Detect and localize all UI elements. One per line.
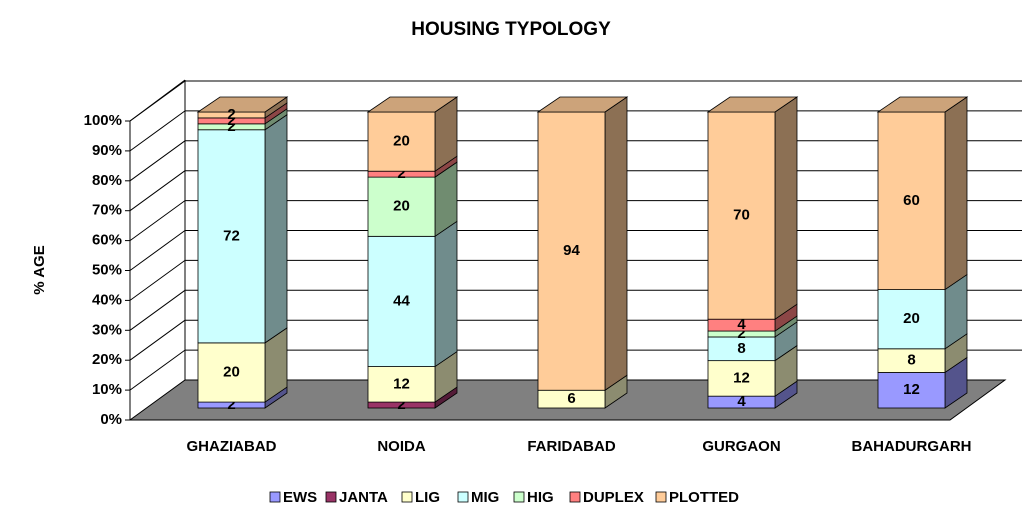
x-tick-label: BAHADURGARH bbox=[852, 438, 972, 455]
bar-top bbox=[366, 96, 459, 113]
legend-label: DUPLEX bbox=[583, 489, 644, 506]
data-label: 8 bbox=[907, 352, 915, 369]
x-tick-label: FARIDABAD bbox=[527, 438, 615, 455]
bar-side bbox=[264, 114, 288, 344]
data-label: 2 bbox=[397, 165, 405, 182]
bar-side bbox=[774, 96, 798, 320]
bar-top bbox=[876, 96, 969, 113]
legend-label: LIG bbox=[415, 489, 440, 506]
data-label: 12 bbox=[733, 369, 750, 386]
y-tick-label: 80% bbox=[92, 172, 122, 189]
legend-swatch bbox=[457, 491, 469, 503]
grid-line bbox=[129, 230, 186, 271]
data-label: 2 bbox=[227, 106, 235, 123]
data-label: 94 bbox=[563, 242, 580, 259]
y-tick-label: 100% bbox=[84, 112, 122, 129]
bar bbox=[707, 360, 776, 397]
chart-title: HOUSING TYPOLOGY bbox=[411, 19, 611, 40]
grid-line bbox=[129, 140, 186, 182]
legend-label: EWS bbox=[283, 489, 317, 506]
data-label: 70 bbox=[733, 207, 750, 224]
data-label: 2 bbox=[737, 325, 745, 342]
bar bbox=[367, 111, 436, 172]
legend-label: HIG bbox=[527, 489, 554, 506]
legend-swatch bbox=[655, 491, 667, 503]
bar bbox=[367, 366, 436, 403]
data-label: 2 bbox=[227, 396, 235, 413]
legend-swatch bbox=[325, 491, 337, 503]
data-label: 12 bbox=[903, 381, 920, 398]
bar-top bbox=[536, 96, 629, 113]
legend-swatch bbox=[569, 491, 581, 503]
grid-line bbox=[129, 319, 186, 361]
y-tick-label: 30% bbox=[92, 321, 122, 338]
bar bbox=[537, 111, 606, 391]
data-label: 60 bbox=[903, 192, 920, 209]
legend-label: JANTA bbox=[339, 489, 388, 506]
bar bbox=[197, 129, 266, 344]
bar bbox=[197, 342, 266, 403]
legend-label: PLOTTED bbox=[669, 489, 739, 506]
data-label: 20 bbox=[393, 133, 410, 150]
data-label: 72 bbox=[223, 227, 240, 244]
bar bbox=[707, 111, 776, 320]
y-tick-label: 0% bbox=[100, 411, 122, 428]
y-tick-label: 40% bbox=[92, 291, 122, 308]
data-label: 2 bbox=[227, 112, 235, 129]
bar-side bbox=[944, 96, 968, 291]
y-tick-label: 70% bbox=[92, 202, 122, 219]
y-axis-label: % AGE bbox=[31, 245, 48, 294]
x-tick-label: GHAZIABAD bbox=[187, 438, 277, 455]
grid-line bbox=[129, 110, 186, 152]
bar-top bbox=[706, 96, 799, 113]
grid-line bbox=[129, 170, 186, 212]
legend-swatch bbox=[401, 491, 413, 503]
data-label: 8 bbox=[737, 340, 745, 357]
legend-label: MIG bbox=[471, 489, 499, 506]
bar bbox=[877, 289, 946, 350]
y-tick-label: 20% bbox=[92, 351, 122, 368]
data-label: 20 bbox=[903, 310, 920, 327]
data-label: 4 bbox=[737, 316, 746, 333]
legend-swatch bbox=[269, 491, 281, 503]
legend-swatch bbox=[513, 491, 525, 503]
bar-top bbox=[196, 96, 289, 113]
data-label: 12 bbox=[393, 375, 410, 392]
data-label: 44 bbox=[393, 292, 410, 309]
data-label: 20 bbox=[223, 363, 240, 380]
bar bbox=[877, 111, 946, 291]
y-tick-label: 60% bbox=[92, 232, 122, 249]
x-tick-label: NOIDA bbox=[377, 438, 426, 455]
data-label: 6 bbox=[567, 390, 575, 407]
x-tick-label: GURGAON bbox=[702, 438, 780, 455]
grid-line bbox=[129, 200, 186, 242]
y-tick-label: 10% bbox=[92, 381, 122, 398]
y-tick-label: 50% bbox=[92, 261, 122, 278]
bar-side bbox=[434, 220, 458, 368]
grid-line bbox=[129, 349, 186, 391]
y-tick-label: 90% bbox=[92, 142, 122, 159]
data-label: 20 bbox=[393, 198, 410, 215]
data-label: 2 bbox=[227, 118, 235, 135]
grid-line bbox=[129, 259, 186, 301]
bar-side bbox=[604, 96, 628, 391]
grid-line bbox=[129, 80, 186, 122]
bar bbox=[367, 176, 436, 237]
data-label: 2 bbox=[397, 396, 405, 413]
grid-line bbox=[129, 289, 186, 331]
data-label: 4 bbox=[737, 393, 746, 410]
